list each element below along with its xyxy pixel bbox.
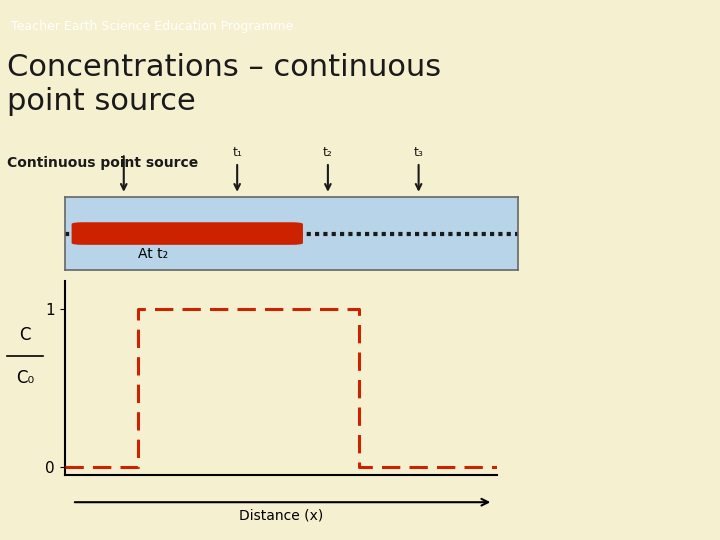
FancyBboxPatch shape	[71, 222, 303, 245]
Text: Concentrations – continuous
point source: Concentrations – continuous point source	[7, 53, 441, 116]
Text: t₃: t₃	[414, 146, 423, 159]
Text: t₁: t₁	[233, 146, 242, 159]
Text: Continuous point source: Continuous point source	[7, 157, 199, 170]
Text: C: C	[19, 326, 31, 344]
Text: Distance (x): Distance (x)	[238, 509, 323, 523]
Text: At t₂: At t₂	[138, 247, 168, 261]
Text: Teacher Earth Science Education Programme: Teacher Earth Science Education Programm…	[11, 20, 293, 33]
Text: t₂: t₂	[323, 146, 333, 159]
Text: C₀: C₀	[16, 369, 35, 387]
